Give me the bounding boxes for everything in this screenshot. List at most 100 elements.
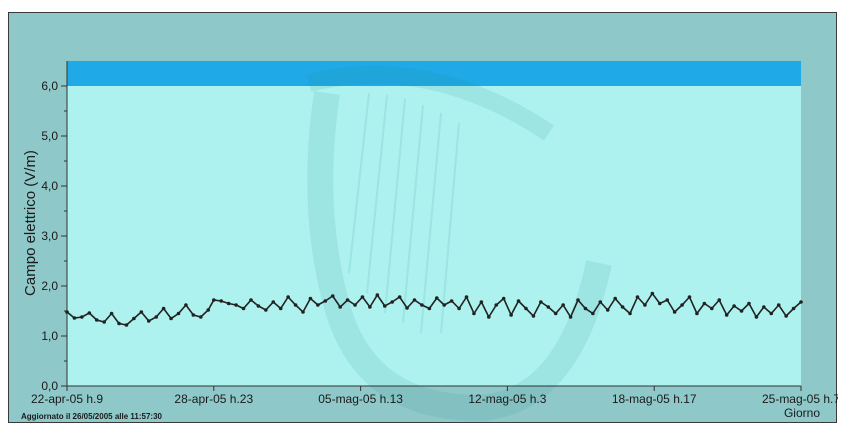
data-point	[680, 303, 684, 307]
data-point	[72, 316, 77, 320]
data-point	[94, 318, 99, 322]
x-tick-label: 28-apr-05 h.23	[174, 392, 253, 406]
data-point	[338, 305, 342, 309]
data-point	[784, 314, 788, 318]
data-point	[323, 299, 328, 303]
data-point	[739, 309, 744, 313]
data-point	[102, 320, 106, 324]
data-point	[791, 306, 796, 311]
y-tick-label: 4,0	[41, 179, 58, 193]
y-axis-label: Campo elettrico (V/m)	[22, 150, 39, 296]
data-point	[442, 303, 447, 307]
data-point	[412, 298, 417, 302]
data-point	[301, 310, 305, 314]
data-point	[665, 298, 670, 302]
data-point	[316, 303, 320, 307]
data-point	[382, 304, 387, 308]
y-tick-label: 1,0	[41, 329, 58, 343]
data-point	[198, 315, 203, 319]
y-tick-label: 3,0	[41, 229, 58, 243]
data-point	[613, 296, 617, 301]
data-point	[472, 311, 476, 316]
data-point	[635, 295, 640, 299]
updated-timestamp: Aggiornato il 26/05/2005 alle 11:57:30	[21, 412, 163, 421]
x-tick-label: 05-mag-05 h.13	[318, 392, 403, 406]
x-tick-label: 22-apr-05 h.9	[31, 392, 103, 406]
data-point	[724, 313, 729, 317]
data-point	[710, 306, 714, 311]
data-point	[620, 305, 625, 309]
limit-band	[67, 61, 801, 86]
chart-panel: 0,0 1,0 2,0 3,0 4,0 5,0 6,0 22-apr-05 h.9 28-ap…	[8, 12, 838, 423]
data-point	[628, 311, 632, 316]
data-point	[732, 304, 736, 308]
data-point	[568, 315, 573, 319]
x-tick-label: 25-mag-05 h.7	[762, 392, 838, 406]
data-point	[132, 316, 136, 321]
data-point	[776, 303, 781, 307]
data-point	[479, 300, 484, 304]
data-point	[464, 295, 469, 299]
data-point	[256, 304, 261, 308]
data-point	[650, 291, 655, 296]
y-axis: 0,0 1,0 2,0 3,0 4,0 5,0 6,0	[41, 61, 68, 393]
data-point	[176, 311, 181, 316]
data-point	[65, 310, 69, 314]
data-point	[420, 303, 424, 307]
data-point	[286, 295, 290, 299]
data-point	[146, 319, 151, 323]
data-point	[405, 306, 409, 310]
data-point	[657, 301, 662, 306]
data-point	[605, 308, 610, 312]
data-point	[494, 303, 499, 307]
data-point	[672, 310, 677, 314]
data-point	[241, 306, 246, 311]
data-point	[154, 315, 158, 319]
data-point	[754, 315, 759, 319]
harp-watermark	[306, 65, 612, 422]
data-point	[219, 299, 224, 303]
series-group	[65, 291, 803, 327]
data-point	[427, 306, 432, 311]
data-point	[191, 313, 196, 317]
y-tick-label: 0,0	[41, 379, 58, 393]
chart: 0,0 1,0 2,0 3,0 4,0 5,0 6,0 22-apr-05 h.9 28-ap…	[21, 61, 838, 422]
data-point	[546, 305, 551, 309]
data-point	[80, 315, 84, 319]
data-point	[169, 316, 173, 321]
data-point	[769, 311, 774, 316]
x-tick-label: 18-mag-05 h.17	[612, 392, 697, 406]
y-tick-label: 5,0	[41, 129, 58, 143]
data-point	[353, 303, 357, 307]
data-point	[234, 303, 238, 307]
data-point	[87, 311, 92, 315]
data-point	[457, 306, 461, 311]
data-point	[509, 313, 513, 317]
data-point	[293, 303, 298, 307]
plot-background	[67, 61, 801, 386]
data-point	[561, 303, 565, 307]
data-point	[598, 300, 603, 304]
x-axis: 22-apr-05 h.9 28-apr-05 h.23 05-mag-05 h.1…	[31, 385, 838, 406]
data-point	[330, 294, 335, 298]
data-point	[308, 296, 313, 301]
data-point	[501, 296, 506, 301]
data-point	[397, 295, 402, 299]
data-point	[799, 300, 803, 304]
series-line	[66, 292, 802, 326]
data-point	[762, 305, 766, 309]
data-point	[206, 308, 211, 312]
data-point	[583, 306, 588, 311]
data-point	[345, 298, 350, 302]
x-tick-label: 12-mag-05 h.3	[468, 392, 546, 406]
data-point	[161, 306, 166, 311]
data-point	[687, 295, 692, 299]
data-point	[390, 300, 394, 304]
data-point	[368, 305, 372, 309]
data-point	[434, 296, 439, 300]
data-point	[717, 298, 722, 302]
data-point	[449, 299, 454, 303]
data-point	[139, 310, 144, 314]
data-point	[747, 301, 751, 306]
data-point	[524, 306, 528, 311]
